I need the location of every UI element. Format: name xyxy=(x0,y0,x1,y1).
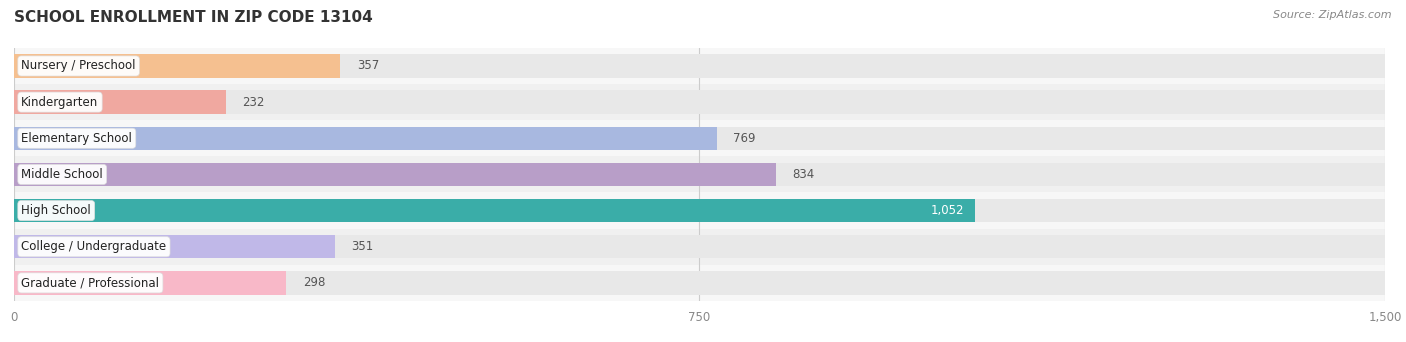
Bar xyxy=(14,163,776,186)
Bar xyxy=(14,120,1385,156)
Bar xyxy=(14,265,1385,301)
Bar xyxy=(14,127,1385,150)
Bar xyxy=(14,127,717,150)
Text: Elementary School: Elementary School xyxy=(21,132,132,145)
Text: 834: 834 xyxy=(793,168,815,181)
Bar xyxy=(14,199,976,222)
Bar xyxy=(14,90,1385,114)
Text: High School: High School xyxy=(21,204,91,217)
Bar xyxy=(14,199,1385,222)
Bar xyxy=(14,235,335,259)
Text: Source: ZipAtlas.com: Source: ZipAtlas.com xyxy=(1274,10,1392,20)
Bar xyxy=(14,48,1385,84)
Text: 769: 769 xyxy=(734,132,756,145)
Text: Middle School: Middle School xyxy=(21,168,103,181)
Text: Graduate / Professional: Graduate / Professional xyxy=(21,276,159,289)
Bar xyxy=(14,90,226,114)
Text: Nursery / Preschool: Nursery / Preschool xyxy=(21,60,136,73)
Text: 298: 298 xyxy=(302,276,325,289)
Bar xyxy=(14,193,1385,229)
Bar xyxy=(14,163,1385,186)
Bar xyxy=(14,235,1385,259)
Bar xyxy=(14,84,1385,120)
Text: College / Undergraduate: College / Undergraduate xyxy=(21,240,166,253)
Text: 351: 351 xyxy=(352,240,374,253)
Text: 232: 232 xyxy=(243,96,264,109)
Text: 1,052: 1,052 xyxy=(931,204,965,217)
Text: Kindergarten: Kindergarten xyxy=(21,96,98,109)
Bar xyxy=(14,54,1385,78)
Bar xyxy=(14,54,340,78)
Bar xyxy=(14,229,1385,265)
Bar xyxy=(14,271,1385,295)
Bar xyxy=(14,156,1385,193)
Bar xyxy=(14,271,287,295)
Text: SCHOOL ENROLLMENT IN ZIP CODE 13104: SCHOOL ENROLLMENT IN ZIP CODE 13104 xyxy=(14,10,373,25)
Text: 357: 357 xyxy=(357,60,380,73)
